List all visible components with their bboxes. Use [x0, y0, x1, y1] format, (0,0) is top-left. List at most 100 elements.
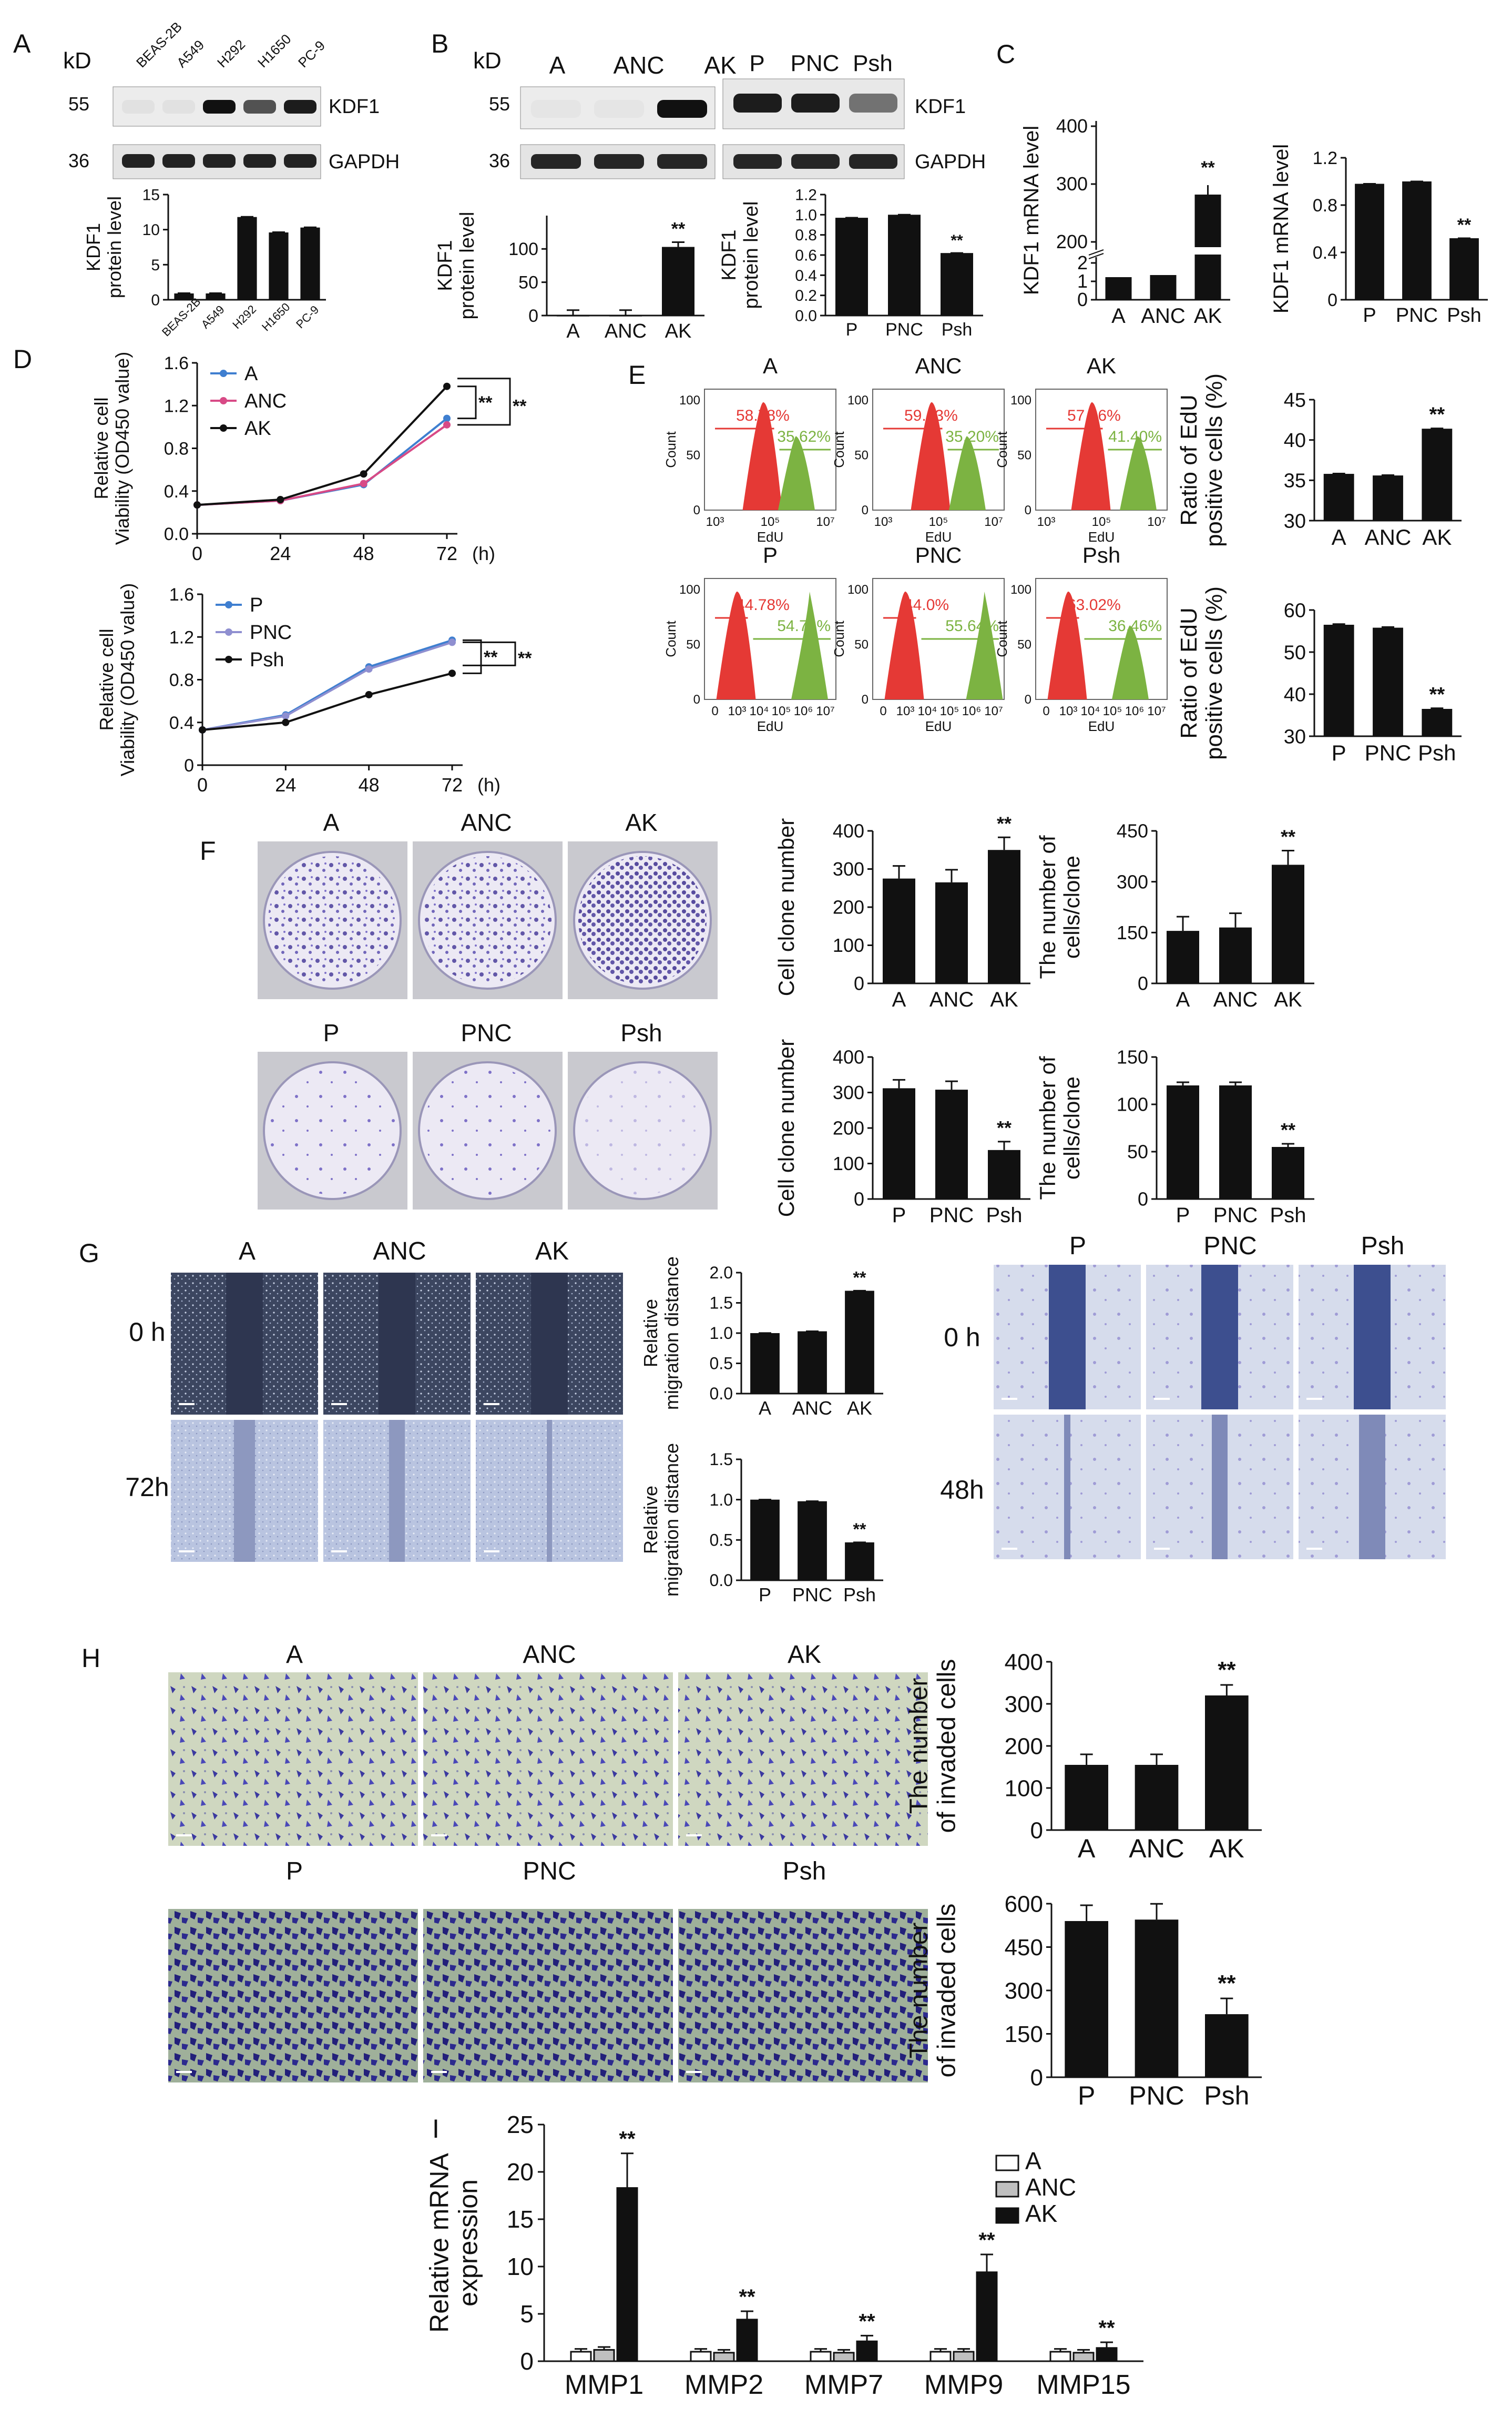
lane-label: H1650: [254, 31, 294, 70]
scratch-gap: [379, 1273, 415, 1415]
bar-ANC: [798, 1331, 827, 1394]
x-tick-label: 10³: [896, 704, 915, 718]
red-percent: 59.63%: [904, 407, 958, 424]
plate-colonies: [578, 856, 707, 984]
series-point: [193, 501, 201, 509]
y-tick-label: 0.5: [710, 1531, 733, 1550]
significance-mark: **: [478, 393, 493, 413]
x-category-label: A: [1111, 304, 1126, 328]
bar-AK: [1272, 865, 1304, 983]
band-kdf1: [657, 100, 707, 118]
panel-letter-D: D: [13, 344, 32, 374]
y-tick-label: 10: [507, 2253, 534, 2280]
y-axis-label: The number of invaded cells: [905, 1659, 961, 1833]
axis-break-mark: [1088, 249, 1104, 256]
series-point: [443, 414, 451, 422]
band-gapdh: [122, 154, 155, 168]
bar-A: [883, 878, 915, 983]
green-percent: 35.62%: [777, 428, 831, 445]
series-point: [365, 665, 373, 673]
y-tick-label: 300: [1117, 871, 1148, 892]
series-point: [448, 638, 456, 646]
bar-AK: [1422, 429, 1453, 521]
y-axis-label-line: Relative cell: [90, 397, 112, 499]
red-percent: 44.78%: [736, 596, 790, 614]
y-tick-label: 100: [847, 393, 869, 408]
green-percent: 54.74%: [777, 617, 831, 635]
legend-marker: [225, 656, 232, 663]
invasion-label: A: [286, 1641, 303, 1669]
y-tick-label: 60: [1284, 600, 1306, 622]
band-gapdh: [243, 154, 276, 168]
y-axis-label-line: expression: [454, 2179, 483, 2307]
x-category-label: P: [1078, 2081, 1095, 2110]
bar-A: [1323, 474, 1354, 521]
y-tick-label: 600: [1005, 1891, 1043, 1917]
y-axis-label-line: cells/clone: [1059, 856, 1084, 959]
y-tick-label: 100: [679, 393, 700, 408]
y-axis-label-line: migration distance: [661, 1256, 682, 1410]
y-tick-label: 0.4: [795, 267, 817, 285]
lane-label: H292: [214, 36, 248, 70]
scratch-image: [323, 1420, 471, 1562]
colony-plate: [413, 1052, 563, 1210]
x-category-label: A: [1176, 988, 1190, 1011]
panel-letter-A: A: [13, 29, 31, 58]
band-kdf1: [594, 100, 644, 118]
bar-P: [1355, 184, 1384, 300]
legend-marker: [220, 424, 227, 432]
x-category-label: Psh: [1270, 1204, 1306, 1227]
green-percent: 36.46%: [1108, 617, 1162, 635]
green-percent: 41.40%: [1108, 428, 1162, 445]
bar-ANC: [1373, 475, 1403, 521]
invasion-cells: [423, 1909, 673, 2082]
y-tick-label: 50: [1017, 637, 1031, 652]
colony-plate: [568, 1052, 718, 1210]
significance-mark: **: [518, 648, 532, 668]
x-tick-label: 10⁷: [984, 704, 1003, 718]
plate-label: AK: [625, 809, 658, 836]
bar-A: [750, 1333, 780, 1394]
band-gapdh: [531, 154, 581, 169]
x-tick-label: 0: [1043, 704, 1049, 718]
bar-PNC: [1135, 1919, 1179, 2077]
y-tick-label: 5: [151, 257, 160, 274]
y-tick-label: 200: [1056, 231, 1088, 252]
panel-letter-F: F: [200, 836, 216, 866]
scratch-gap: [1212, 1415, 1228, 1559]
bar-ANC: [1135, 1765, 1179, 1830]
chart-F3: 0 100 200 300 400 P PNC Psh ** Cell clone number: [774, 1039, 1030, 1227]
scratch-gap: [226, 1273, 263, 1415]
significance-mark: **: [1201, 158, 1215, 178]
lane-label: PNC: [791, 50, 840, 76]
scratch-image: [1146, 1415, 1293, 1559]
x-category-label: MMP9: [924, 2370, 1003, 2400]
band-kdf1: [243, 100, 276, 114]
y-tick-label: 150: [1117, 1047, 1148, 1068]
plate-label: A: [323, 809, 340, 836]
y-axis-label: Cell clone number: [774, 818, 799, 997]
edu-label: EdU: [925, 529, 952, 545]
y-tick-label: 200: [833, 1117, 864, 1139]
y-axis-label-line: Relative: [640, 1299, 661, 1367]
lane-label: P: [749, 50, 764, 76]
red-peak: [911, 402, 951, 510]
kd-label: kD: [473, 48, 502, 74]
lane-label: PC-9: [295, 37, 328, 70]
significance-mark: **: [484, 647, 498, 667]
lane-label: AK: [704, 52, 737, 79]
legend-label: PNC: [250, 622, 292, 644]
series-point: [199, 726, 206, 734]
x-category-label: AK: [990, 988, 1018, 1011]
x-category-label: A: [892, 988, 906, 1011]
y-tick-label: 15: [142, 187, 160, 204]
y-axis-label: Ratio of EdU positive cells (%): [1176, 373, 1227, 547]
x-tick-label: 10⁵: [1092, 515, 1111, 529]
y-tick-label: 50: [686, 448, 700, 462]
significance-mark: **: [978, 2229, 995, 2252]
bar-AK-MMP1: [616, 2187, 638, 2362]
